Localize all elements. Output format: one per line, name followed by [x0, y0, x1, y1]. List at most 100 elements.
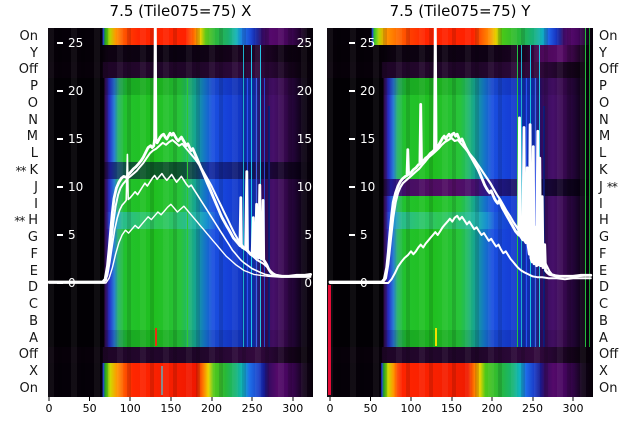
x-tick-value: 250 — [522, 402, 543, 415]
row-label-text: B — [599, 313, 608, 329]
signal-curve — [329, 214, 592, 284]
row-label-right-p: P — [598, 78, 640, 95]
row-label-left-off: Off — [0, 62, 40, 79]
signal-curve — [48, 153, 312, 284]
y-tick-label: 20 — [57, 84, 83, 98]
x-tick-mark — [491, 397, 493, 401]
y-tick-mark — [349, 282, 355, 284]
x-tick-mark — [170, 397, 172, 401]
x-tick-200: 200 — [482, 397, 503, 415]
row-label-right-c: C — [598, 296, 640, 313]
row-label-text: Off — [599, 347, 619, 363]
heatmap-row — [48, 145, 313, 163]
heatmap-row — [48, 363, 313, 381]
vertical-streak — [161, 366, 163, 395]
x-tick-value: 200 — [201, 402, 222, 415]
row-label-text: Y — [599, 45, 607, 61]
row-label-text: F — [30, 246, 38, 262]
signal-curve — [328, 28, 593, 284]
row-label-left-h: ** H — [0, 212, 40, 229]
heatmap-row — [48, 44, 313, 62]
row-label-left-l: L — [0, 145, 40, 162]
row-label-text: P — [599, 79, 607, 95]
signal-curve — [48, 203, 312, 284]
vertical-streak — [155, 328, 157, 346]
x-tick-mark — [370, 397, 371, 401]
row-label-text: M — [26, 129, 38, 145]
heatmap-row — [327, 44, 593, 62]
y-tick-mark — [57, 234, 63, 236]
row-label-text: A — [29, 330, 38, 346]
row-label-left-k: ** K — [0, 162, 40, 179]
x-tick-mark — [48, 397, 50, 401]
y-tick-label: 15 — [57, 132, 83, 146]
row-label-text: J — [599, 179, 603, 195]
row-label-right-off: Off — [598, 347, 640, 364]
row-label-text: F — [599, 246, 607, 262]
row-label-left-i: I — [0, 196, 40, 213]
heatmap-row — [48, 279, 313, 297]
y-tick-mark — [57, 138, 63, 140]
y-tick-value: 25 — [360, 36, 376, 50]
vertical-streak — [251, 45, 252, 347]
panel-title-y: 7.5 (Tile075=75) Y — [389, 2, 531, 20]
y-tick-value: 0 — [360, 276, 368, 290]
row-label-left-f: F — [0, 246, 40, 263]
y-tick-label-right: 20 — [296, 84, 312, 98]
row-label-right-g: G — [598, 229, 640, 246]
y-tick-label: 0 — [57, 276, 76, 290]
row-label-text: X — [599, 364, 608, 380]
row-label-text: I — [34, 196, 38, 212]
row-label-left-c: C — [0, 296, 40, 313]
row-label-left-x: X — [0, 363, 40, 380]
y-tick-value: 5 — [360, 228, 368, 242]
x-tick-100: 100 — [401, 397, 422, 415]
row-label-text: I — [599, 196, 603, 212]
row-label-text: K — [29, 163, 38, 178]
y-tick-label-right: 25 — [296, 36, 312, 50]
x-tick-mark — [89, 397, 91, 401]
vertical-streak — [243, 45, 244, 347]
heatmap-row — [327, 380, 593, 397]
x-tick-mark — [329, 397, 331, 401]
signal-curve — [328, 136, 592, 284]
row-label-text: G — [27, 230, 38, 246]
row-label-text: B — [29, 313, 38, 329]
heatmap-row — [48, 296, 313, 314]
row-label-left-d: D — [0, 279, 40, 296]
x-tick-value: 300 — [282, 402, 304, 415]
row-label-text: On — [19, 28, 38, 44]
x-tick-300: 300 — [563, 397, 584, 415]
row-label-text: On — [599, 380, 618, 396]
row-label-left-n: N — [0, 112, 40, 129]
vertical-streak — [328, 285, 331, 395]
heatmap-row — [48, 313, 313, 330]
heatmap-row — [327, 346, 593, 364]
row-label-right-k: K — [598, 162, 640, 179]
y-tick-mark — [349, 186, 355, 188]
y-tick-value: 15 — [360, 132, 376, 146]
row-label-left-on: On — [0, 380, 40, 397]
vertical-streak — [535, 78, 536, 347]
y-tick-label: 20 — [349, 84, 375, 98]
y-tick-value: 10 — [360, 180, 376, 194]
x-tick-0: 0 — [46, 397, 53, 415]
row-label-left-off: Off — [0, 347, 40, 364]
row-label-text: E — [29, 263, 38, 279]
row-label-text: X — [29, 364, 38, 380]
heatmap-row — [327, 363, 593, 381]
x-tick-mark — [532, 397, 533, 401]
row-label-text: M — [599, 129, 611, 145]
x-tick-mark — [451, 397, 452, 401]
x-tick-value: 300 — [562, 402, 584, 415]
heatmap-row — [48, 262, 313, 280]
row-label-left-o: O — [0, 95, 40, 112]
x-tick-value: 50 — [363, 402, 378, 415]
y-tick-mark — [57, 90, 63, 92]
row-label-text: H — [599, 213, 609, 229]
x-tick-mark — [129, 397, 131, 401]
signal-curves — [328, 28, 593, 284]
row-label-right-m: M — [598, 129, 640, 146]
row-label-text: Y — [30, 45, 38, 61]
row-label-column-right: On Y Off P O N M L K J ** I H G F E D C B A Off X On — [598, 28, 640, 397]
